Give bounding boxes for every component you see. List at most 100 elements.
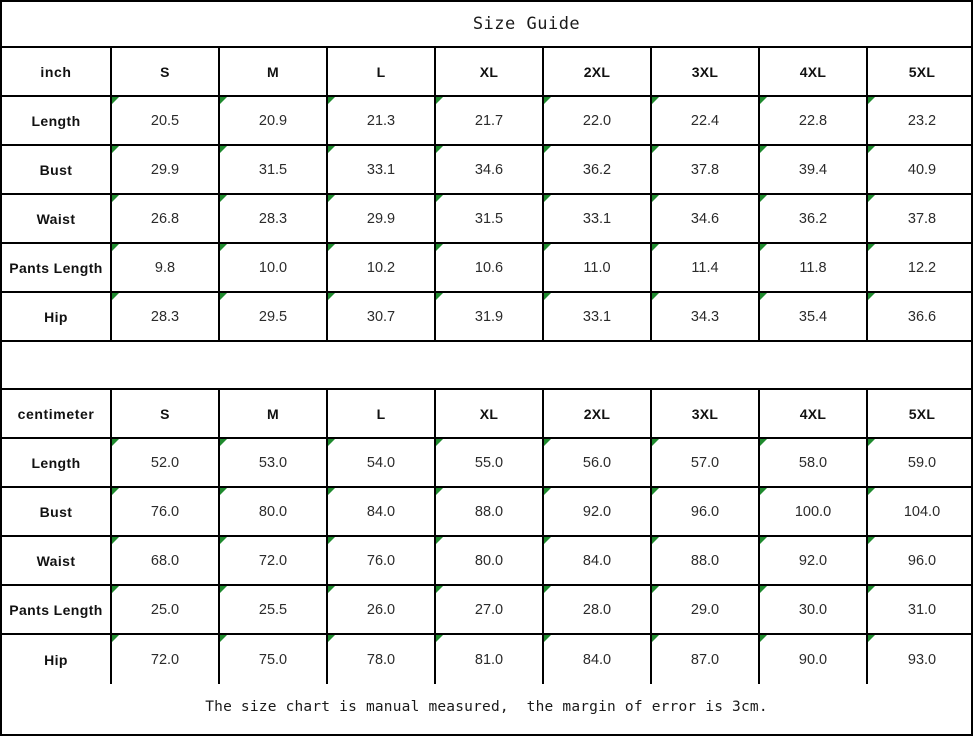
measurement-value: 22.0 xyxy=(582,112,612,129)
unit-header-cell: centimeter xyxy=(2,390,112,437)
green-corner-triangle-icon xyxy=(544,488,551,495)
measurement-value: 11.8 xyxy=(799,259,827,276)
measurement-value-cell: 33.1 xyxy=(544,195,652,242)
measurement-label: Hip xyxy=(44,651,68,668)
measurement-label-cell: Hip xyxy=(2,635,112,684)
measurement-value: 58.0 xyxy=(798,454,828,471)
green-corner-triangle-icon xyxy=(220,586,227,593)
green-corner-triangle-icon xyxy=(760,195,767,202)
measurement-value-cell: 29.0 xyxy=(652,586,760,633)
unit-header-label: centimeter xyxy=(17,405,95,422)
measurement-value-cell: 84.0 xyxy=(328,488,436,535)
table-separator-row xyxy=(2,342,971,390)
green-corner-triangle-icon xyxy=(868,244,875,251)
unit-header-label: inch xyxy=(40,63,72,80)
green-corner-triangle-icon xyxy=(112,146,119,153)
measurement-value: 26.0 xyxy=(366,601,396,618)
green-corner-triangle-icon xyxy=(652,97,659,104)
measurement-value: 29.9 xyxy=(366,210,396,227)
measurement-value-cell: 34.3 xyxy=(652,293,760,340)
measurement-value: 80.0 xyxy=(258,503,288,520)
measurement-value-cell: 11.8 xyxy=(760,244,868,291)
measurement-value-cell: 9.8 xyxy=(112,244,220,291)
measurement-value: 40.9 xyxy=(907,161,937,178)
measurement-value: 57.0 xyxy=(690,454,720,471)
measurement-value: 68.0 xyxy=(150,552,180,569)
green-corner-triangle-icon xyxy=(868,586,875,593)
measurement-value: 20.9 xyxy=(258,112,288,129)
title-row: Size Guide xyxy=(2,2,971,48)
measurement-value-cell: 30.7 xyxy=(328,293,436,340)
measurement-value: 56.0 xyxy=(582,454,612,471)
measurement-value: 28.0 xyxy=(582,601,612,618)
size-header-cell-M: M xyxy=(220,48,328,95)
measurement-value-cell: 88.0 xyxy=(652,537,760,584)
tables-container: inch S M L XL 2XL 3XL 4XL 5XL Length 20.5 20.9 21.3 2… xyxy=(2,48,971,684)
green-corner-triangle-icon xyxy=(328,293,335,300)
measurement-value: 72.0 xyxy=(150,651,180,668)
green-corner-triangle-icon xyxy=(328,146,335,153)
measurement-value: 29.0 xyxy=(690,601,720,618)
measurement-value: 36.2 xyxy=(582,161,612,178)
green-corner-triangle-icon xyxy=(868,293,875,300)
measurement-value-cell: 20.5 xyxy=(112,97,220,144)
measurement-label: Length xyxy=(31,454,81,471)
measurement-value-cell: 87.0 xyxy=(652,635,760,684)
size-header-label: XL xyxy=(479,405,499,422)
measurement-value: 55.0 xyxy=(474,454,504,471)
green-corner-triangle-icon xyxy=(868,488,875,495)
measurement-value: 96.0 xyxy=(907,552,937,569)
measurement-value: 53.0 xyxy=(258,454,288,471)
measurement-value-cell: 37.8 xyxy=(868,195,973,242)
measurement-value: 96.0 xyxy=(690,503,720,520)
green-corner-triangle-icon xyxy=(436,586,443,593)
measurement-label-cell: Hip xyxy=(2,293,112,340)
green-corner-triangle-icon xyxy=(112,488,119,495)
measurement-value-cell: 27.0 xyxy=(436,586,544,633)
measurement-label: Bust xyxy=(39,161,73,178)
size-header-cell-M: M xyxy=(220,390,328,437)
measurement-value: 93.0 xyxy=(907,651,937,668)
green-corner-triangle-icon xyxy=(760,635,767,642)
green-corner-triangle-icon xyxy=(112,537,119,544)
green-corner-triangle-icon xyxy=(760,146,767,153)
measurement-value-cell: 31.5 xyxy=(436,195,544,242)
measurement-value: 30.7 xyxy=(366,308,396,325)
measurement-value: 78.0 xyxy=(366,651,396,668)
measurement-label-cell: Length xyxy=(2,439,112,486)
measurement-value-cell: 92.0 xyxy=(544,488,652,535)
green-corner-triangle-icon xyxy=(436,635,443,642)
size-header-label: 2XL xyxy=(583,405,611,422)
size-header-cell-5XL: 5XL xyxy=(868,48,973,95)
measurement-value: 20.5 xyxy=(150,112,180,129)
size-header-cell-S: S xyxy=(112,390,220,437)
green-corner-triangle-icon xyxy=(436,97,443,104)
measurement-label: Length xyxy=(31,112,81,129)
green-corner-triangle-icon xyxy=(220,195,227,202)
measurement-value-cell: 56.0 xyxy=(544,439,652,486)
measurement-value-cell: 29.9 xyxy=(112,146,220,193)
size-header-label: XL xyxy=(479,63,499,80)
measurement-value-cell: 68.0 xyxy=(112,537,220,584)
measurement-value-cell: 52.0 xyxy=(112,439,220,486)
unit-header-cell: inch xyxy=(2,48,112,95)
page-title: Size Guide xyxy=(472,14,581,34)
size-header-label: L xyxy=(376,405,386,422)
size-header-cell-2XL: 2XL xyxy=(544,390,652,437)
measurement-value-cell: 33.1 xyxy=(328,146,436,193)
measurement-value-cell: 84.0 xyxy=(544,635,652,684)
green-corner-triangle-icon xyxy=(544,293,551,300)
green-corner-triangle-icon xyxy=(652,146,659,153)
size-header-cell-4XL: 4XL xyxy=(760,48,868,95)
measurement-value-cell: 34.6 xyxy=(652,195,760,242)
green-corner-triangle-icon xyxy=(220,97,227,104)
measurement-value-cell: 28.3 xyxy=(220,195,328,242)
measurement-value-cell: 34.6 xyxy=(436,146,544,193)
measurement-value-cell: 39.4 xyxy=(760,146,868,193)
measurement-value-cell: 29.5 xyxy=(220,293,328,340)
size-header-label: M xyxy=(267,405,279,422)
green-corner-triangle-icon xyxy=(652,195,659,202)
green-corner-triangle-icon xyxy=(112,635,119,642)
green-corner-triangle-icon xyxy=(544,635,551,642)
